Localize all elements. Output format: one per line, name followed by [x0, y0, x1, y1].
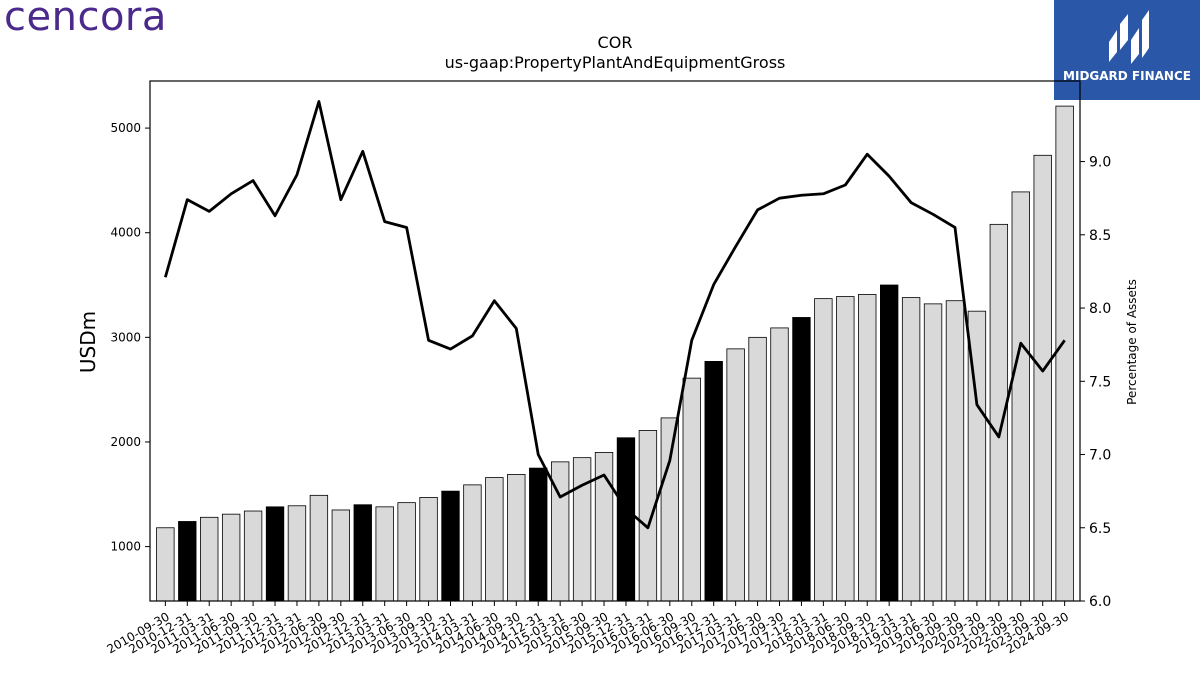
bar-2016-03-31 [638, 430, 658, 602]
axes: 1000 2000 3000 4000 5000 6.0 6.5 7.0 7.5 8.0 8.5 9.… [104, 80, 1111, 656]
y-tick-label: 5000 [110, 121, 141, 135]
bar-2011-03-31 [200, 516, 219, 602]
bar-2018-03-31 [814, 298, 833, 602]
bar-2011-09-30 [243, 510, 263, 602]
bar-2018-06-30 [836, 296, 855, 602]
bar-2014-09-30 [507, 473, 526, 602]
midgard-mark-icon [1109, 10, 1149, 64]
bar-2013-09-30 [419, 497, 438, 602]
bar-2016-12-31 [704, 360, 723, 602]
bar-2019-09-30 [945, 300, 965, 602]
bar-2014-12-31 [529, 467, 548, 602]
bar-2011-06-30 [221, 513, 241, 602]
bar-2018-09-30 [858, 294, 877, 602]
bar-2017-03-31 [726, 348, 745, 602]
bar-2024-09-30 [1055, 105, 1074, 602]
bar-2010-09-30 [156, 527, 175, 602]
midgard-finance-logo: MIDGARD FINANCE [1054, 0, 1200, 100]
bar-2012-03-31 [287, 505, 307, 602]
y-tick-label: 3000 [110, 330, 141, 344]
bar-2011-12-31 [265, 506, 285, 602]
y2-axis-label: Percentage of Assets [1125, 279, 1139, 405]
bar-2019-03-31 [901, 297, 921, 602]
midgard-finance-wordmark: MIDGARD FINANCE [1063, 69, 1191, 83]
bar-2023-09-30 [1033, 154, 1052, 602]
y2-tick-label: 6.0 [1089, 594, 1111, 610]
plot-frame [149, 80, 1081, 602]
bar-2017-09-30 [770, 327, 789, 602]
bar-2010-12-31 [178, 521, 197, 602]
bar-2015-12-31 [616, 437, 636, 602]
chart-title: COR [598, 33, 633, 52]
chart-subtitle: us-gaap:PropertyPlantAndEquipmentGross [445, 53, 786, 72]
bar-series [156, 105, 1074, 602]
y-axis-label: USDm [76, 311, 100, 373]
bar-2017-06-30 [748, 336, 767, 602]
bar-2015-06-30 [572, 457, 592, 602]
bar-2014-03-31 [463, 484, 482, 602]
bar-2013-06-30 [397, 502, 416, 602]
bar-2022-09-30 [1011, 191, 1030, 602]
y2-tick-label: 7.5 [1089, 374, 1111, 390]
y2-tick-label: 6.5 [1089, 521, 1111, 537]
y-tick-label: 1000 [110, 540, 141, 554]
bar-2016-09-30 [682, 377, 701, 602]
bar-2012-12-31 [353, 504, 372, 602]
bar-2019-06-30 [923, 303, 943, 602]
bar-2013-12-31 [441, 490, 460, 602]
cencora-logo: cencora [4, 0, 167, 40]
bar-2017-12-31 [792, 317, 811, 602]
bar-2013-03-31 [375, 506, 394, 602]
bar-2012-06-30 [309, 494, 329, 602]
bar-2018-12-31 [880, 284, 899, 602]
y2-tick-label: 9.0 [1089, 155, 1111, 171]
y2-tick-label: 8.0 [1089, 301, 1111, 317]
bar-2016-06-30 [660, 417, 680, 602]
y2-tick-label: 7.0 [1089, 448, 1111, 464]
percentage-line [164, 100, 1066, 530]
y-tick-label: 4000 [110, 226, 141, 240]
bar-2014-06-30 [485, 477, 504, 602]
y-tick-label: 2000 [110, 435, 141, 449]
bar-2012-09-30 [331, 509, 350, 602]
line-series [164, 100, 1066, 530]
y2-tick-label: 8.5 [1089, 228, 1111, 244]
